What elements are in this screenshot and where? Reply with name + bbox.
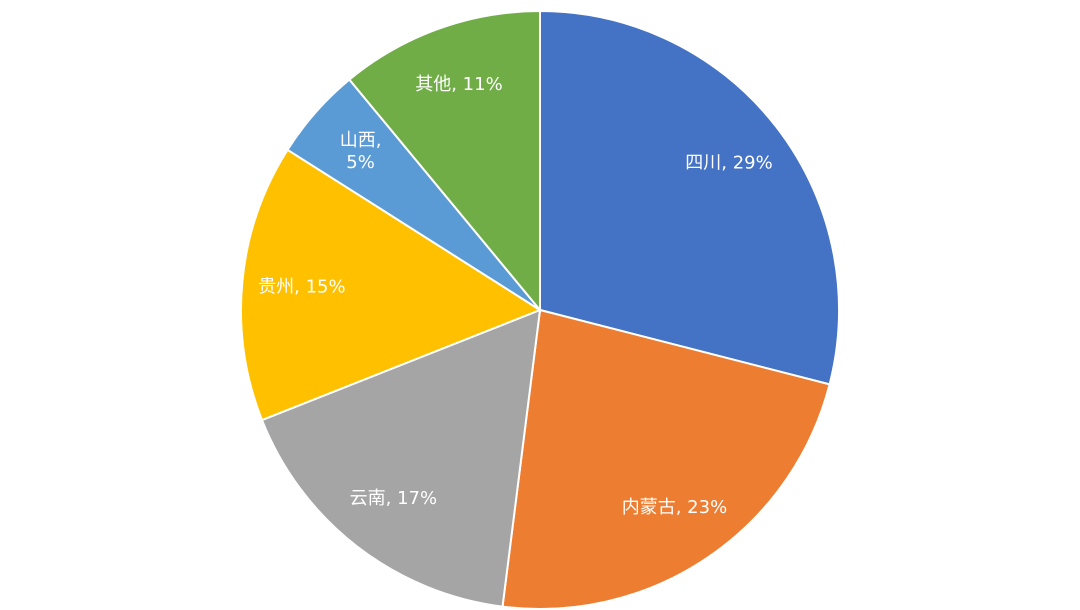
data-label: 其他, 11%: [415, 74, 502, 95]
data-label: 四川, 29%: [685, 152, 772, 173]
pie-slice: [260, 308, 542, 608]
data-label: 内蒙古, 23%: [622, 497, 727, 518]
pie-slice: [348, 9, 541, 313]
pie-slice: [539, 9, 840, 386]
data-label: 云南, 17%: [350, 488, 437, 509]
data-label: 贵州, 15%: [258, 276, 345, 297]
pie-slice: [501, 308, 831, 610]
pie-slice: [240, 148, 543, 422]
data-label: 山西, 5%: [340, 130, 382, 173]
